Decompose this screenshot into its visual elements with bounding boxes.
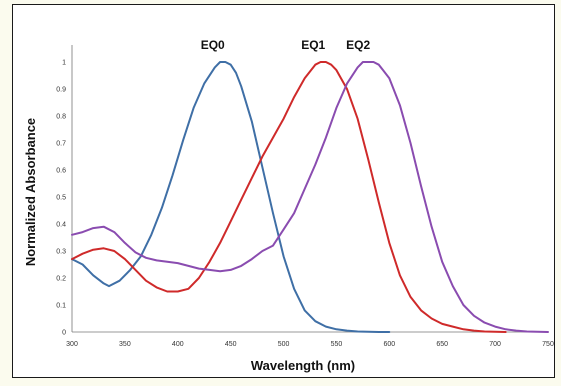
x-tick-label: 500: [278, 341, 290, 348]
x-axis-label: Wavelength (nm): [251, 358, 355, 373]
y-tick-label: 0: [62, 330, 66, 337]
x-tick-label: 300: [66, 341, 78, 348]
x-tick-label: 750: [542, 341, 554, 348]
y-tick-label: 0.1: [56, 303, 66, 310]
series-line-eq0: [71, 61, 391, 333]
series-line-eq2: [71, 61, 549, 333]
x-tick-label: 350: [119, 341, 131, 348]
series-label-eq0: EQ0: [201, 38, 225, 52]
x-tick-label: 450: [225, 341, 237, 348]
y-tick-label: 0.8: [56, 114, 66, 121]
series-label-eq1: EQ1: [301, 38, 325, 52]
x-tick-label: 600: [383, 341, 395, 348]
series-label-eq2: EQ2: [346, 38, 370, 52]
ticks: 300 350 400 450 500 550 600 650 700 750 0 0.1 0.2 0.3…: [56, 60, 554, 349]
axes: [71, 45, 548, 333]
y-tick-label: 0.3: [56, 249, 66, 256]
y-tick-label: 1: [62, 60, 66, 67]
x-tick-label: 400: [172, 341, 184, 348]
y-tick-label: 0.4: [56, 222, 66, 229]
y-axis-label: Normalized Absorbance: [23, 118, 38, 266]
y-tick-label: 0.9: [56, 87, 66, 94]
x-tick-label: 550: [331, 341, 343, 348]
chart-frame: [12, 4, 555, 378]
y-tick-label: 0.6: [56, 168, 66, 175]
y-tick-label: 0.5: [56, 195, 66, 202]
y-tick-label: 0.7: [56, 141, 66, 148]
y-tick-label: 0.2: [56, 276, 66, 283]
series-labels: EQ0 EQ1 EQ2: [201, 38, 371, 52]
x-tick-label: 700: [489, 341, 501, 348]
x-tick-label: 650: [436, 341, 448, 348]
series-lines: [71, 61, 549, 333]
series-line-eq1: [71, 61, 507, 333]
